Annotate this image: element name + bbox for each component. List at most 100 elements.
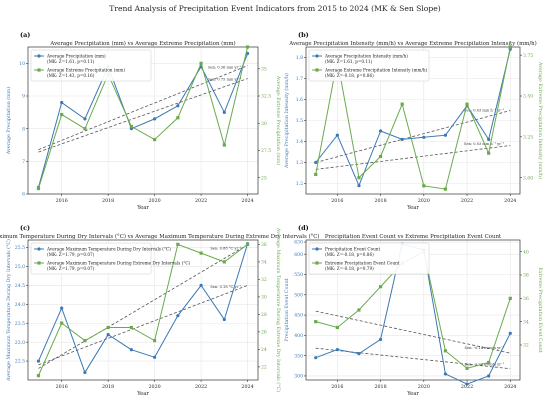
data-point (357, 308, 361, 312)
figure-title: Trend Analysis of Precipitation Event In… (109, 4, 440, 13)
y-tick-label-right: 34 (261, 259, 267, 265)
data-point (83, 370, 87, 375)
legend-label: Average Maximum Temperature During Dry I… (46, 247, 171, 252)
legend-box (308, 49, 430, 82)
legend-stats: (MK: Z=1.79, p=0.07) (47, 266, 95, 271)
legend-box (30, 242, 152, 275)
data-point (83, 127, 87, 131)
data-point (36, 359, 41, 363)
panel-title: Average Maximum Temperature During Dry I… (0, 233, 319, 240)
x-tick-label: 2020 (149, 384, 161, 390)
panel-d: (d) Precipitation Event Count vs Extreme … (284, 224, 543, 397)
series-line (37, 243, 248, 376)
y-tick-label-left: 400 (294, 333, 303, 339)
y-tick-label-left: 350 (294, 353, 303, 359)
data-point (443, 187, 448, 191)
data-point (153, 137, 157, 142)
data-point (199, 251, 203, 255)
data-point (245, 51, 250, 56)
y-tick-label-left: 23.5 (15, 321, 25, 327)
x-tick-label: 2024 (504, 384, 516, 390)
data-point (487, 360, 491, 365)
x-axis-label: Year (136, 391, 149, 397)
panel-label: (d) (298, 224, 309, 232)
data-point (487, 137, 491, 141)
sen-trend-line (315, 145, 511, 170)
sen-slope-label: Sen: 0.18 °C yr⁻¹ (210, 285, 242, 289)
x-axis-label: Year (136, 205, 149, 211)
plot-frame (305, 239, 521, 381)
legend-label: Precipitation Event Count (325, 247, 380, 252)
legend-marker (37, 261, 41, 265)
data-point (83, 117, 87, 121)
data-point (400, 137, 404, 141)
data-point (60, 100, 64, 105)
x-tick-label: 2016 (331, 384, 343, 390)
sen-trend-line (38, 244, 248, 369)
y-tick-label-left: 23.0 (15, 340, 25, 346)
data-point (106, 332, 110, 337)
y-tick-label-right: 32.5 (261, 94, 271, 100)
y-tick-label-left: 500 (294, 292, 303, 298)
legend-marker (315, 54, 319, 58)
data-point (357, 184, 361, 188)
data-point (335, 133, 339, 137)
data-point (106, 325, 110, 330)
panel-label: (b) (298, 31, 309, 39)
legend-marker (37, 247, 41, 251)
data-point (378, 285, 383, 289)
data-point (199, 61, 203, 65)
y-tick-label-left: 25.5 (15, 245, 25, 251)
data-point (465, 366, 469, 370)
panel-b: (b)Average Precipitation Intensity (mm/h… (283, 31, 544, 211)
x-axis-label: Year (406, 205, 419, 211)
data-point (357, 176, 361, 180)
data-point (176, 116, 180, 120)
x-tick-label: 2020 (418, 198, 430, 204)
y-axis-label-left: Precipitation Event Count (284, 278, 290, 341)
y-tick-label-right: 26 (261, 329, 267, 335)
panel-c: (c)Average Maximum Temperature During Dr… (0, 224, 319, 397)
data-point (153, 339, 157, 343)
y-tick-label-left: 600 (294, 252, 303, 258)
legend-stats: (MK: Z=1.43, p=0.16) (47, 73, 95, 78)
y-tick-label-right: 36 (523, 296, 529, 302)
data-point (314, 172, 318, 176)
legend-marker (37, 54, 41, 58)
x-tick-label: 2022 (195, 198, 207, 204)
y-tick-label-right: 30 (261, 121, 267, 127)
panel-label: (a) (20, 31, 30, 39)
y-tick-label-right: 3.75 (523, 53, 533, 59)
y-axis-label-right: Average Extreme Precipitation Intensity … (537, 61, 544, 179)
series-line (315, 46, 511, 190)
data-point (443, 133, 448, 137)
data-point (60, 306, 64, 310)
data-point (378, 337, 383, 342)
data-point (335, 347, 339, 352)
y-tick-label-left: 1.4 (296, 139, 303, 145)
y-tick-label-left: 25.0 (15, 264, 25, 270)
y-tick-label-left: 6 (22, 192, 25, 198)
y-tick-label-right: 28 (261, 312, 267, 318)
y-tick-label-left: 8 (22, 126, 25, 132)
data-point (508, 331, 512, 335)
panel-title: Precipitation Event Count vs Extreme Pre… (325, 234, 502, 240)
data-point (129, 325, 133, 330)
sen-slope-label: Sen: 0.88 °C yr⁻¹ (210, 247, 242, 251)
x-tick-label: 2024 (241, 384, 253, 390)
legend-marker (315, 247, 319, 251)
data-point (245, 242, 250, 246)
x-tick-label: 2018 (374, 384, 386, 390)
y-tick-label-right: 40 (523, 249, 529, 255)
sen-slope-label: Sen: 0.75 mm yr⁻¹ (208, 78, 242, 82)
data-point (153, 355, 157, 359)
y-tick-label-left: 300 (294, 374, 303, 380)
data-point (153, 117, 157, 121)
data-point (176, 242, 180, 246)
y-tick-label-right: 3.00 (523, 175, 533, 181)
y-tick-label-left: 1.5 (296, 118, 303, 124)
x-tick-label: 2022 (195, 384, 207, 390)
y-tick-label-left: 450 (294, 313, 303, 319)
y-tick-label-right: 30 (261, 294, 267, 300)
sen-trend-line (38, 65, 248, 151)
